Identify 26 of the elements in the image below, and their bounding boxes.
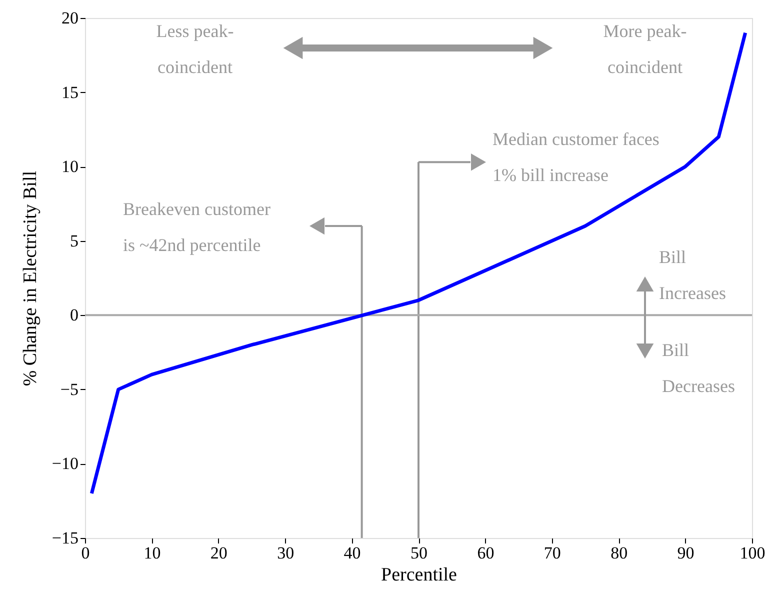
y-tick-label: −15 <box>52 528 78 548</box>
x-tick-label: 50 <box>410 544 428 562</box>
y-tick-label: 10 <box>62 157 78 176</box>
y-axis-title: % Change in Electricity Bill <box>20 170 41 386</box>
x-tick-label: 30 <box>277 544 294 562</box>
x-tick-label: 20 <box>210 544 228 562</box>
y-tick-label: 5 <box>70 231 78 250</box>
y-tick-label: −10 <box>52 454 78 474</box>
annotation: Median customer faces 1% bill increase <box>492 129 660 186</box>
x-tick-label: 90 <box>677 544 694 562</box>
annotation: Breakeven customer is ~42nd percentile <box>123 199 270 255</box>
y-tick-label: 20 <box>62 8 78 28</box>
y-tick-label: −5 <box>60 380 78 399</box>
annotation: Bill Decreases <box>662 340 735 396</box>
x-tick-label: 100 <box>740 544 766 562</box>
annotation: Bill Increases <box>659 247 726 303</box>
annotation: Less peak- coincident <box>156 21 234 77</box>
x-tick-label: 70 <box>544 544 561 562</box>
y-tick-label: 15 <box>62 82 78 102</box>
x-tick-label: 80 <box>610 544 628 562</box>
x-tick-label: 60 <box>477 544 494 562</box>
annotation: More peak- coincident <box>603 21 687 77</box>
y-tick-label: 0 <box>70 306 78 325</box>
x-axis-title: Percentile <box>381 564 457 586</box>
x-tick-label: 10 <box>144 544 161 562</box>
x-tick-label: 40 <box>344 544 361 562</box>
